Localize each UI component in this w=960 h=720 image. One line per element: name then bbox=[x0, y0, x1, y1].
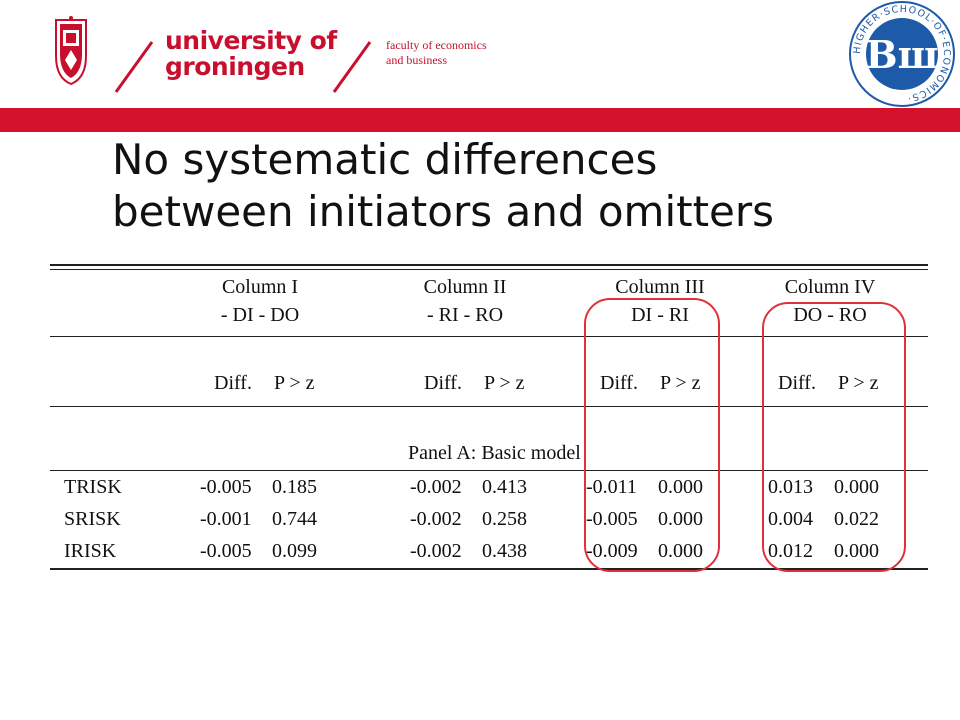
university-name-line2: groningen bbox=[165, 52, 305, 81]
slide-title-line2: between initiators and omitters bbox=[112, 187, 775, 236]
column-subheader: DO - RO bbox=[793, 304, 867, 326]
column-header: Column III bbox=[615, 276, 705, 298]
faculty-name-line1: faculty of economics bbox=[386, 38, 487, 52]
table-cell: 0.013 bbox=[768, 476, 813, 498]
table-cell: -0.001 bbox=[200, 508, 252, 530]
slide-title-line1: No systematic differences bbox=[112, 135, 658, 184]
slide-title: No systematic differences between initia… bbox=[112, 134, 932, 238]
pvalue-header: P > z bbox=[484, 372, 525, 394]
diff-header: Diff. bbox=[214, 372, 252, 394]
table-cell: 0.000 bbox=[658, 476, 703, 498]
table-cell: 0.413 bbox=[482, 476, 527, 498]
faculty-name-line2: and business bbox=[386, 53, 447, 67]
table-header-rule bbox=[50, 336, 928, 337]
slide-header: university of groningen faculty of econo… bbox=[0, 0, 960, 108]
table-cell: 0.000 bbox=[834, 540, 879, 562]
table-cell: 0.099 bbox=[272, 540, 317, 562]
table-cell: 0.004 bbox=[768, 508, 813, 530]
table-cell: 0.185 bbox=[272, 476, 317, 498]
table-cell: 0.744 bbox=[272, 508, 317, 530]
diff-header: Diff. bbox=[424, 372, 462, 394]
table-cell: -0.002 bbox=[410, 508, 462, 530]
column-iii-highlight bbox=[584, 298, 720, 572]
column-subheader: - DI - DO bbox=[220, 304, 300, 326]
faculty-name: faculty of economics and business bbox=[386, 38, 487, 68]
table-top-rule bbox=[50, 264, 928, 266]
table-cell: -0.002 bbox=[410, 476, 462, 498]
results-table: Column I - DI - DO Column II - RI - RO C… bbox=[50, 262, 928, 574]
table-cell: 0.022 bbox=[834, 508, 879, 530]
hse-seal-icon: HIGHER·SCHOOL·OF·ECONOMICS· Вш bbox=[849, 1, 955, 107]
panel-label: Panel A: Basic model bbox=[408, 442, 581, 464]
table-top-rule-inner bbox=[50, 269, 928, 270]
pvalue-header: P > z bbox=[838, 372, 879, 394]
table-panel-rule bbox=[50, 470, 928, 471]
table-subheader-rule bbox=[50, 406, 928, 407]
pvalue-header: P > z bbox=[660, 372, 701, 394]
university-crest-icon bbox=[55, 16, 87, 86]
row-label: IRISK bbox=[64, 540, 117, 562]
column-subheader: DI - RI bbox=[631, 304, 689, 326]
row-label: TRISK bbox=[64, 476, 122, 498]
row-label: SRISK bbox=[64, 508, 121, 530]
brand-slash-icon bbox=[332, 41, 372, 93]
university-name-line1: university of bbox=[165, 26, 337, 55]
column-subheader: - RI - RO bbox=[426, 304, 504, 326]
header-red-bar bbox=[0, 108, 960, 132]
table-cell: 0.438 bbox=[482, 540, 527, 562]
column-header: Column I bbox=[221, 276, 299, 298]
table-cell: 0.000 bbox=[834, 476, 879, 498]
table-cell: -0.005 bbox=[200, 476, 252, 498]
pvalue-header: P > z bbox=[274, 372, 315, 394]
diff-header: Diff. bbox=[600, 372, 638, 394]
table-cell: -0.002 bbox=[410, 540, 462, 562]
table-cell: -0.005 bbox=[200, 540, 252, 562]
column-header: Column IV bbox=[784, 276, 876, 298]
table-cell: 0.258 bbox=[482, 508, 527, 530]
brand-slash-icon bbox=[114, 41, 154, 93]
diff-header: Diff. bbox=[778, 372, 816, 394]
svg-text:Вш: Вш bbox=[866, 32, 939, 77]
column-iv-highlight bbox=[762, 302, 906, 572]
table-cell: 0.000 bbox=[658, 508, 703, 530]
table-cell: -0.005 bbox=[586, 508, 638, 530]
table-cell: -0.011 bbox=[586, 476, 637, 498]
column-header: Column II bbox=[423, 276, 507, 298]
table-cell: 0.000 bbox=[658, 540, 703, 562]
university-name: university of groningen bbox=[165, 28, 337, 80]
table-bottom-rule bbox=[50, 568, 928, 570]
